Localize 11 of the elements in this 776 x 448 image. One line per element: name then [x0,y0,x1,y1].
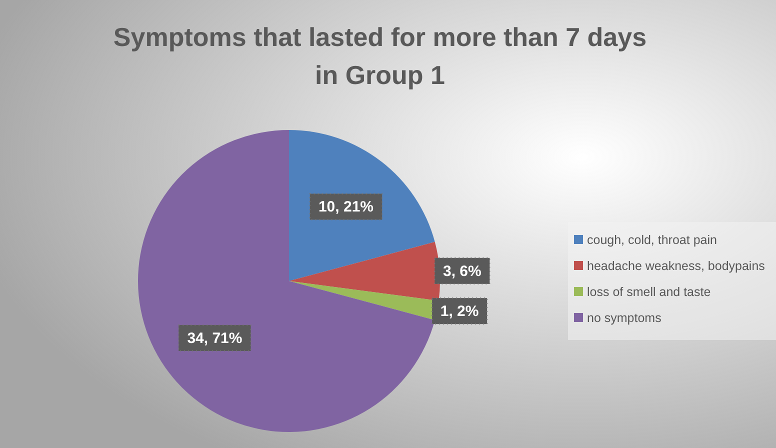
data-label: 10, 21% [318,198,374,216]
data-label: 3, 6% [443,262,482,280]
pie-slice [138,130,435,432]
legend-label: cough, cold, throat pain [587,233,717,247]
legend-label: headache weakness, bodypains [587,259,765,273]
legend-label: no symptoms [587,311,662,325]
pie-slice [289,242,440,301]
legend-label: loss of smell and taste [587,285,711,299]
data-label: 1, 2% [440,303,479,320]
chart-title: Symptoms that lasted for more than 7 days in Group 1 [113,22,647,90]
data-label: 34, 71% [187,330,242,347]
